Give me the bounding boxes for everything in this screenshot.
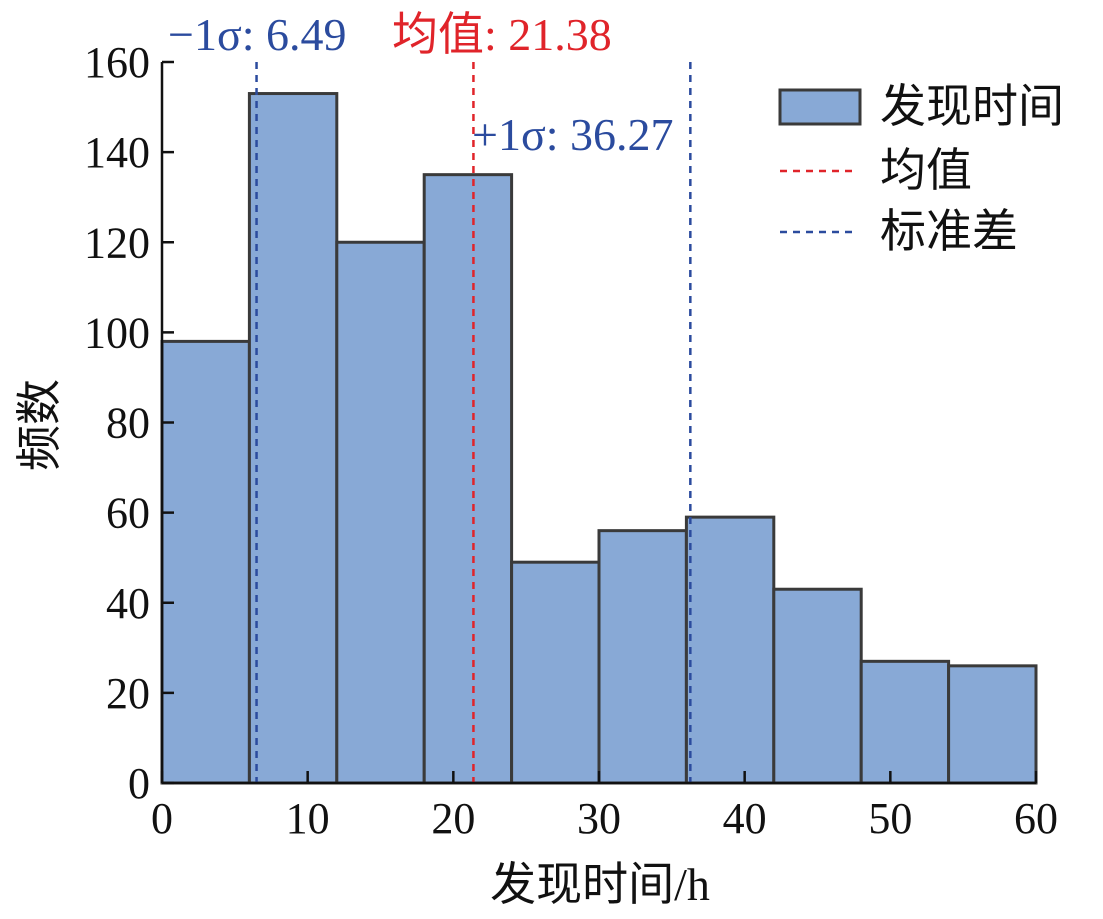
y-ticks-group: 0 20 40 60 80 100 120 140 160 bbox=[84, 38, 174, 808]
annotation-mean: 均值: 21.38 bbox=[392, 9, 612, 60]
y-tick-label: 40 bbox=[106, 579, 150, 628]
reference-lines-group bbox=[255, 62, 692, 783]
y-tick-label: 0 bbox=[128, 759, 150, 808]
legend: 发现时间 均值 标准差 bbox=[778, 81, 1064, 257]
y-tick-label: 120 bbox=[84, 218, 150, 267]
legend-label-histogram: 发现时间 bbox=[880, 81, 1064, 132]
histogram-bar bbox=[859, 659, 951, 785]
histogram-bar bbox=[772, 587, 863, 785]
legend-patch-histogram bbox=[778, 88, 862, 126]
y-tick-label: 140 bbox=[84, 128, 150, 177]
histogram-bar bbox=[684, 515, 776, 785]
x-tick-label: 50 bbox=[868, 794, 912, 843]
x-tick-label: 20 bbox=[431, 794, 475, 843]
histogram-bar bbox=[335, 240, 426, 785]
histogram-bar bbox=[597, 529, 688, 785]
legend-label-std: 标准差 bbox=[880, 206, 1018, 257]
annotations-group: −1σ: 6.49 均值: 21.38 +1σ: 36.27 bbox=[168, 9, 674, 160]
x-tick-label: 30 bbox=[577, 794, 621, 843]
x-ticks-group: 0 10 20 30 40 50 60 bbox=[151, 771, 1058, 843]
histogram-bar bbox=[160, 339, 251, 785]
y-tick-label: 60 bbox=[106, 489, 150, 538]
bars-group bbox=[160, 92, 1038, 785]
histogram-bar bbox=[247, 92, 339, 785]
x-tick-label: 10 bbox=[286, 794, 330, 843]
annotation-minus-sigma: −1σ: 6.49 bbox=[168, 9, 347, 60]
histogram-bar bbox=[422, 173, 514, 785]
x-tick-label: 40 bbox=[723, 794, 767, 843]
y-axis-label: 频数 bbox=[14, 379, 65, 471]
y-tick-label: 160 bbox=[84, 38, 150, 87]
legend-label-mean: 均值 bbox=[880, 145, 972, 196]
x-axis-label: 发现时间/h bbox=[490, 859, 710, 910]
x-tick-label: 0 bbox=[151, 794, 173, 843]
x-tick-label: 60 bbox=[1014, 794, 1058, 843]
y-tick-label: 100 bbox=[84, 308, 150, 357]
y-tick-label: 80 bbox=[106, 399, 150, 448]
histogram-bar bbox=[510, 560, 601, 785]
annotation-plus-sigma: +1σ: 36.27 bbox=[472, 109, 674, 160]
y-tick-label: 20 bbox=[106, 669, 150, 718]
histogram-bar bbox=[947, 664, 1038, 785]
